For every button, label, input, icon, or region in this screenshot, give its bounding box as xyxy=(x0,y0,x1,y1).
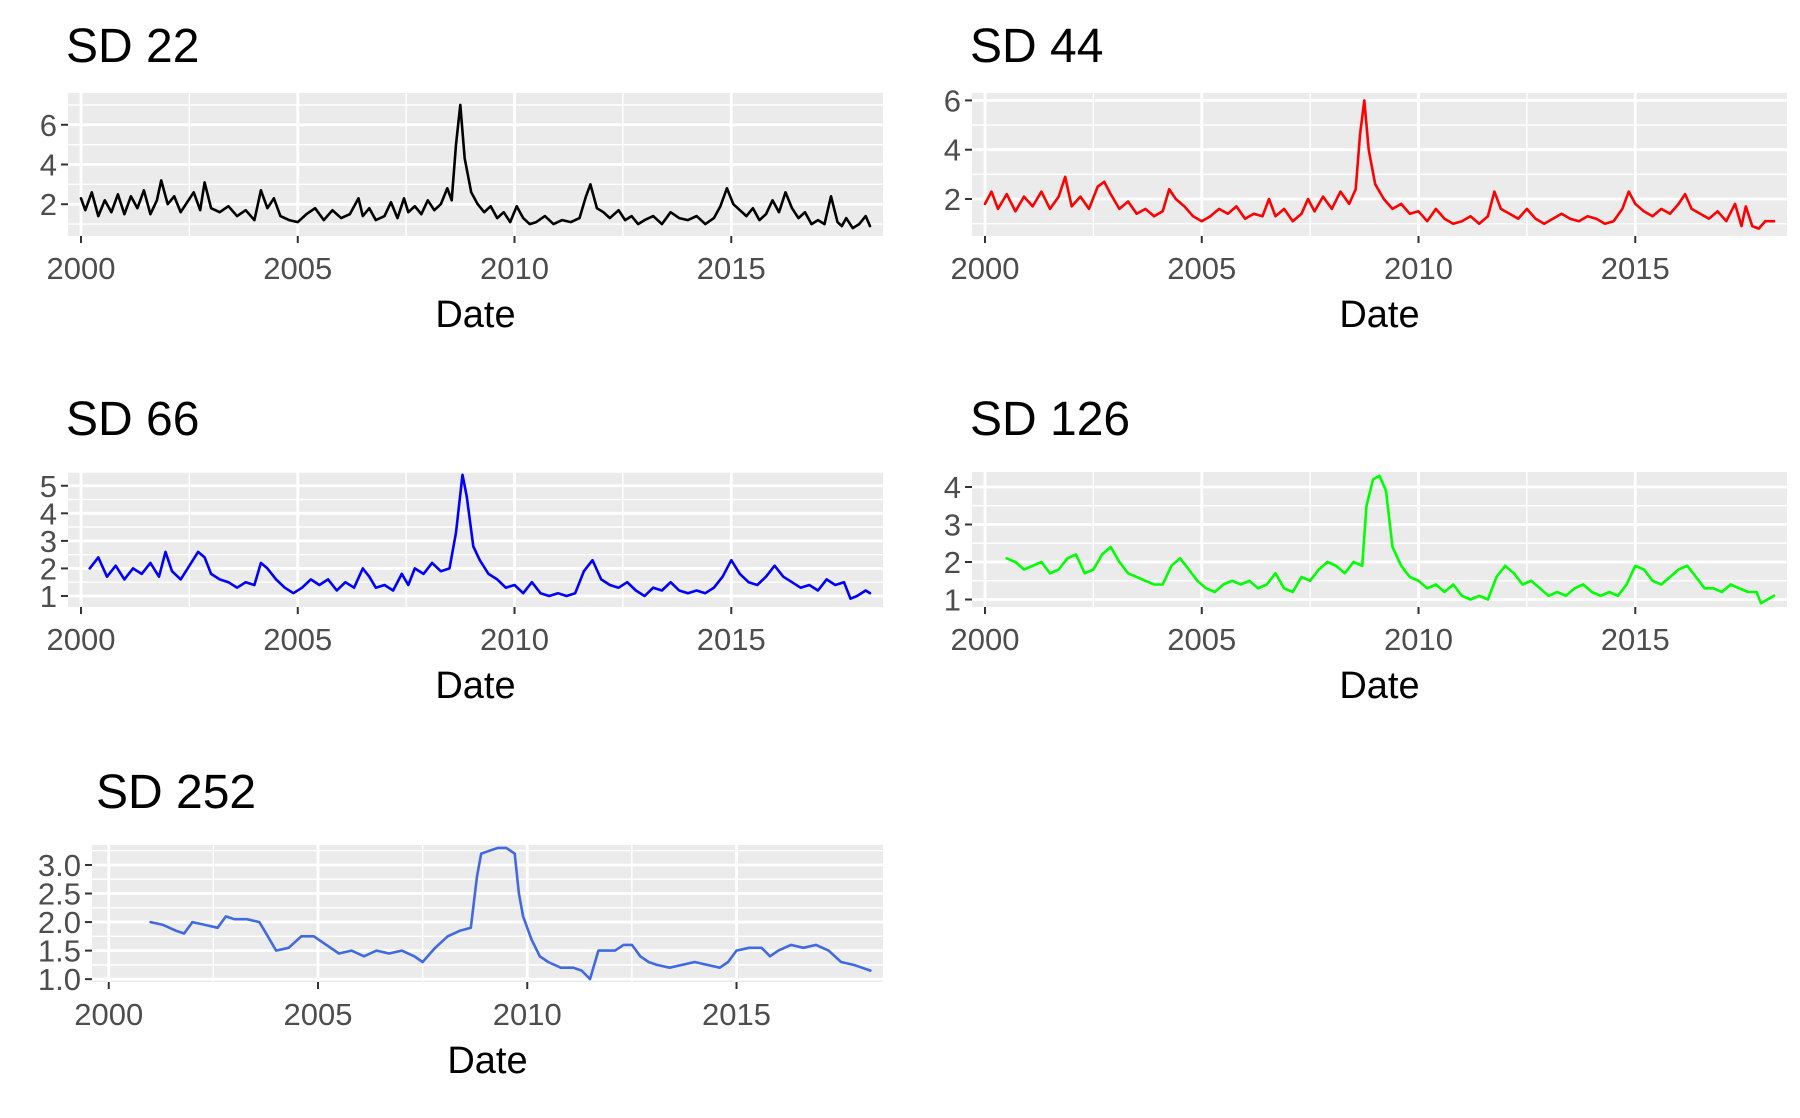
panel-1: SD 22 2 4 6 2000 2005 2010 2015 Date xyxy=(40,20,883,336)
panel-5-plot-background xyxy=(92,845,883,982)
panel-5-ytick-label: 2.5 xyxy=(38,877,81,912)
panel-5-xtick-label: 2000 xyxy=(74,997,143,1032)
panel-2-plot-background xyxy=(972,93,1787,236)
panel-1-ytick-label: 6 xyxy=(40,108,57,143)
panel-1-ytick-label: 2 xyxy=(40,187,57,222)
panel-1-xtick-label: 2015 xyxy=(697,251,766,286)
panel-4-ytick-label: 1 xyxy=(944,583,961,618)
panel-4-xaxis-title: Date xyxy=(1339,665,1419,707)
panel-2-ytick-label: 2 xyxy=(944,182,961,217)
panel-5-title: SD 252 xyxy=(96,766,256,819)
panel-5-series-line xyxy=(149,846,872,981)
panel-4-ytick-label: 4 xyxy=(944,470,961,505)
panel-1-ytick-label: 4 xyxy=(40,148,57,183)
panel-5: SD 252 1.01.52.02.53.0 2000 2005 2010 2015 Dat… xyxy=(38,766,883,1082)
panel-2-grid xyxy=(972,93,1787,236)
panel-3-xtick-label: 2000 xyxy=(47,622,116,657)
panel-4-xtick-label: 2000 xyxy=(951,622,1020,657)
panel-1-xtick-label: 2010 xyxy=(480,251,549,286)
panel-3-ytick-label: 3 xyxy=(40,524,57,559)
panel-3-ytick-label: 4 xyxy=(40,496,57,531)
panel-2: SD 44 2 4 6 2000 2005 2010 2015 Date xyxy=(944,20,1787,336)
panel-5-ytick-label: 1.0 xyxy=(38,962,81,997)
panel-4-ytick-label: 3 xyxy=(944,508,961,543)
panel-5-xaxis-title: Date xyxy=(447,1040,527,1082)
panel-3-ytick-label: 5 xyxy=(40,469,57,504)
panel-3-ytick-label: 1 xyxy=(40,579,57,614)
panel-4-title: SD 126 xyxy=(970,393,1130,446)
panel-2-ytick-label: 4 xyxy=(944,133,961,168)
panel-3-xtick-label: 2010 xyxy=(480,622,549,657)
panel-5-ytick-label: 1.5 xyxy=(38,934,81,969)
panel-1-xaxis-title: Date xyxy=(435,294,515,336)
panel-3-xaxis-title: Date xyxy=(435,665,515,707)
panel-4-xtick-label: 2015 xyxy=(1601,622,1670,657)
panel-3-series-line xyxy=(88,473,872,601)
panel-2-ytick-label: 6 xyxy=(944,83,961,118)
panel-3-grid xyxy=(68,471,883,607)
panel-5-ytick-label: 3.0 xyxy=(38,848,81,883)
panel-2-xtick-label: 2015 xyxy=(1601,251,1670,286)
panel-3-ytick-label: 2 xyxy=(40,551,57,586)
panel-2-xtick-label: 2005 xyxy=(1167,251,1236,286)
panel-2-xtick-label: 2010 xyxy=(1384,251,1453,286)
panel-2-title: SD 44 xyxy=(970,20,1103,73)
panel-5-ytick-label: 2.0 xyxy=(38,905,81,940)
panel-3-xtick-label: 2005 xyxy=(263,622,332,657)
panel-4-xtick-label: 2005 xyxy=(1167,622,1236,657)
panel-3-xtick-label: 2015 xyxy=(697,622,766,657)
panel-3-title: SD 66 xyxy=(66,393,199,446)
panel-1-xtick-label: 2005 xyxy=(263,251,332,286)
panel-5-xtick-label: 2015 xyxy=(702,997,771,1032)
panel-4-xtick-label: 2010 xyxy=(1384,622,1453,657)
panel-4-grid xyxy=(972,472,1787,607)
panel-4-plot-background xyxy=(972,472,1787,607)
panel-1-title: SD 22 xyxy=(66,20,199,73)
panel-4-ytick-label: 2 xyxy=(944,545,961,580)
panel-2-xtick-label: 2000 xyxy=(951,251,1020,286)
panel-2-series-line xyxy=(983,99,1776,230)
panel-1-xtick-label: 2000 xyxy=(47,251,116,286)
panel-4-series-line xyxy=(1005,474,1776,605)
panel-1-series-line xyxy=(79,103,872,230)
panel-5-xtick-label: 2005 xyxy=(284,997,353,1032)
panel-5-grid xyxy=(92,845,883,982)
panel-1-grid xyxy=(68,93,883,236)
panel-5-xtick-label: 2010 xyxy=(493,997,562,1032)
panel-2-xaxis-title: Date xyxy=(1339,294,1419,336)
